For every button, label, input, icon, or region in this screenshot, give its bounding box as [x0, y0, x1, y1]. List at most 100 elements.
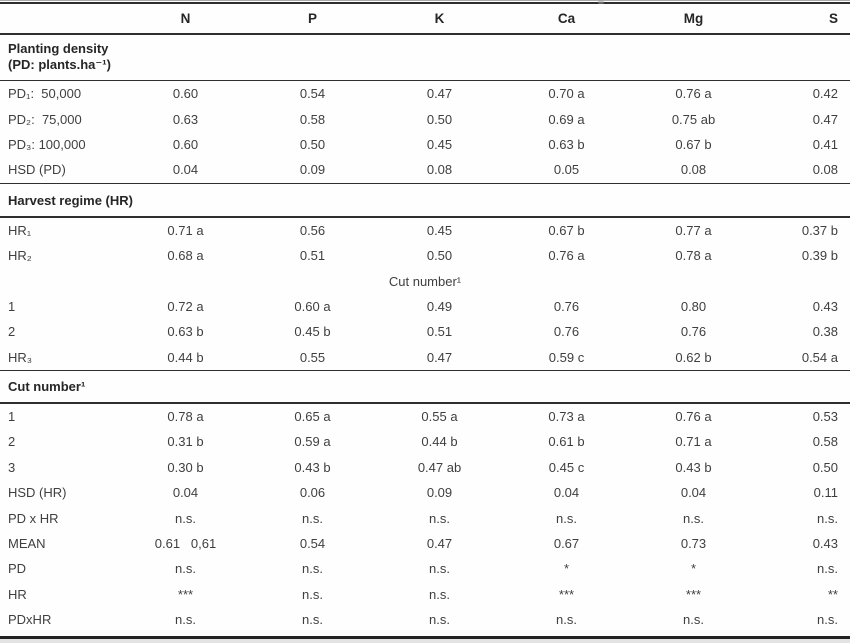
table-row: HSD (HR) 0.04 0.06 0.09 0.04 0.04 0.11 [0, 480, 850, 505]
table-cell: 0.73 [680, 536, 707, 552]
table-cell: n.s. [175, 561, 196, 577]
table-cell: n.s. [556, 612, 577, 628]
table-cell: * [690, 561, 697, 577]
table-cell: n.s. [302, 561, 323, 577]
section-header-text: Planting density [8, 41, 109, 56]
table-cell: *** [558, 586, 575, 602]
table-cell: 0.42 [812, 86, 838, 102]
top-border-black-line [0, 2, 850, 4]
column-header-p: P [307, 11, 317, 26]
table-cell: 0.56 [299, 222, 326, 238]
table-row: 3 0.30 b 0.43 b 0.47 ab 0.45 c 0.43 b 0.50 [0, 455, 850, 480]
section-header-text: Harvest regime (HR) [8, 192, 133, 208]
row-label: HR₂ [8, 248, 32, 264]
table-cell: 0.51 [299, 248, 326, 264]
table-cell: 0.45 [426, 222, 453, 238]
row-label: HSD (HR) [8, 485, 67, 501]
table-cell: 0.62 b [675, 349, 712, 365]
table-cell: n.s. [429, 612, 450, 628]
table-cell: 0.63 [172, 111, 199, 127]
table-cell: 0.04 [680, 485, 707, 501]
row-label: PD [8, 561, 27, 577]
table-row: PD₂: 75,000 0.63 0.58 0.50 0.69 a 0.75 ab 0.47 [0, 106, 850, 131]
table-cell: n.s. [302, 586, 323, 602]
table-row: HR₂ 0.68 a 0.51 0.50 0.76 a 0.78 a 0.39 b [0, 243, 850, 268]
table-cell: 0.61 b [548, 434, 585, 450]
table-cell: 0.37 b [801, 222, 838, 238]
table-cell: 0.41 [812, 136, 838, 152]
table-cell: 0.45 c [548, 459, 585, 475]
table-bottom-border [0, 636, 850, 643]
table-cell: 0.50 [426, 111, 453, 127]
table-cell: 0.76 a [548, 248, 585, 264]
table-row: 1 0.78 a 0.65 a 0.55 a 0.73 a 0.76 a 0.53 [0, 404, 850, 429]
table-cell: 0.45 b [294, 324, 331, 340]
table-header-row: N P K Ca Mg S [0, 4, 850, 33]
section-header-text: Cut number¹ [8, 379, 86, 395]
table-cell: n.s. [817, 561, 838, 577]
table-cell: n.s. [302, 612, 323, 628]
table-cell: 0.58 [299, 111, 326, 127]
table-cell: 0.39 b [801, 248, 838, 264]
table-cell: 0.60 a [294, 298, 331, 314]
table-row: PD₃: 100,000 0.60 0.50 0.45 0.63 b 0.67 b 0.41 [0, 132, 850, 157]
table-cell: 0.54 a [801, 349, 838, 365]
table-cell: n.s. [302, 510, 323, 526]
table-cell: 0.76 [553, 298, 580, 314]
row-label: HR₃ [8, 349, 33, 365]
table-cell: 0.59 a [294, 434, 331, 450]
table-cell: 0.47 [426, 536, 453, 552]
table-cell: n.s. [556, 510, 577, 526]
table-cell: 0.80 [680, 298, 707, 314]
table-cell: 0.69 a [548, 111, 585, 127]
table-cell: 0.09 [426, 485, 453, 501]
column-header-ca: Ca [557, 11, 576, 26]
table-cell: 0.53 [812, 409, 838, 425]
table-cell: 0.50 [299, 136, 326, 152]
table-cell: 0.76 [553, 324, 580, 340]
table-cell: *** [685, 586, 702, 602]
bottom-border-black-line [0, 636, 850, 639]
row-label: 1 [8, 298, 16, 314]
table-cell: 0.50 [812, 459, 838, 475]
table-cell: 0.65 a [294, 409, 331, 425]
table-cell: 0.54 [299, 86, 326, 102]
table-cell: 0.04 [172, 485, 199, 501]
table-cell: 0.38 [812, 324, 838, 340]
table-cell: 0.76 [680, 324, 707, 340]
table-cell: 0.58 [812, 434, 838, 450]
table-cell: 0.67 b [675, 136, 712, 152]
table-cell: 0.43 b [294, 459, 331, 475]
table-cell: 0.04 [172, 162, 199, 178]
table-cell: 0.04 [553, 485, 580, 501]
table-cell: n.s. [175, 510, 196, 526]
table-cell: 0.59 c [548, 349, 585, 365]
bottom-border-gray-strip [0, 639, 850, 643]
section-header-row: Harvest regime (HR) [0, 184, 850, 216]
table-cell: 0.06 [299, 485, 326, 501]
table-cell: 0.76 a [675, 86, 712, 102]
table-cell: 0.71 a [675, 434, 712, 450]
table-cell: * [563, 561, 570, 577]
table-cell: 0.43 [812, 536, 838, 552]
table-cell: 0.70 a [548, 86, 585, 102]
table-cell: 0.72 a [167, 298, 204, 314]
row-label: MEAN [8, 536, 46, 552]
table-cell: 0.60 [172, 136, 199, 152]
table-row: HR₃ 0.44 b 0.55 0.47 0.59 c 0.62 b 0.54 a [0, 345, 850, 370]
table-cell: 0.50 [426, 248, 453, 264]
row-label: PD x HR [8, 510, 59, 526]
table-cell: 0.09 [299, 162, 326, 178]
table-row: PD₁: 50,000 0.60 0.54 0.47 0.70 a 0.76 a 0.42 [0, 81, 850, 106]
table-cell: 0.55 a [421, 409, 458, 425]
section-header-row: Planting density (PD: plants.ha⁻¹) [0, 35, 850, 80]
top-border-gray-line [0, 0, 850, 1]
table-cell: 0.43 b [675, 459, 712, 475]
table-cell: 0.67 b [548, 222, 585, 238]
table-cell: 0.08 [426, 162, 453, 178]
section-header-row: Cut number¹ [0, 371, 850, 402]
row-label: HR [8, 586, 27, 602]
table-cell: 0.05 [553, 162, 580, 178]
table-cell: 0.31 b [167, 434, 204, 450]
